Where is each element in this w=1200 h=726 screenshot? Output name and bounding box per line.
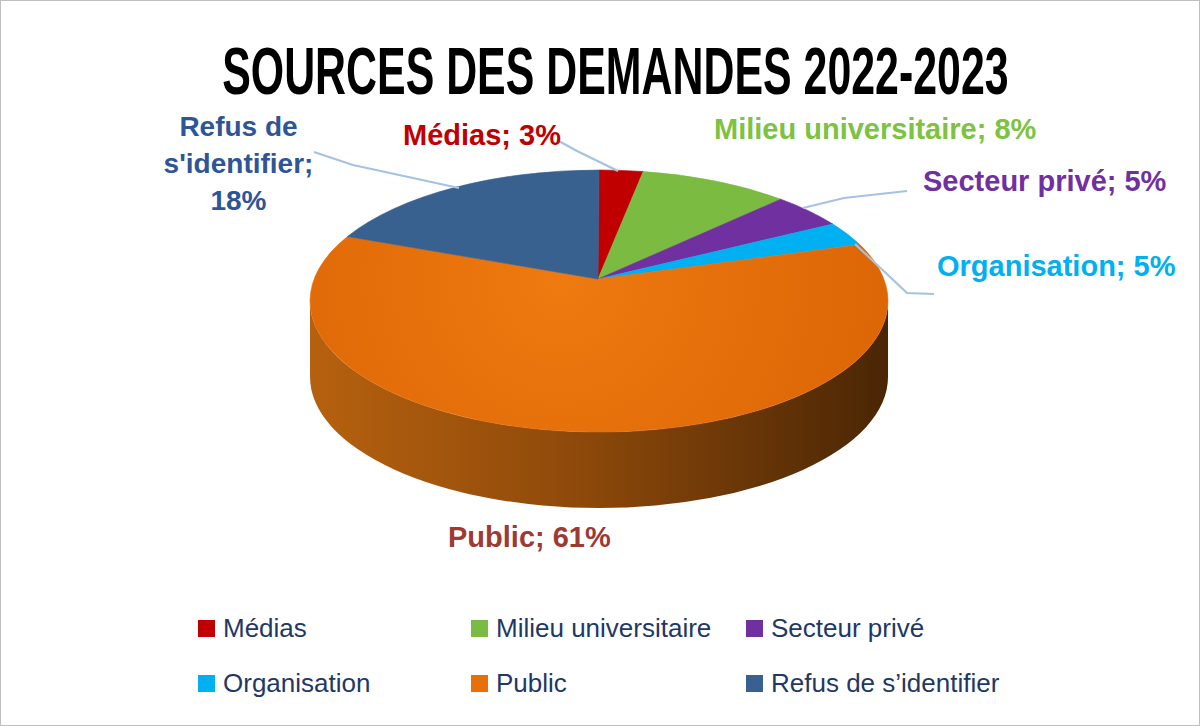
leader-line: [557, 140, 618, 171]
data-label-medias: Médias; 3%: [403, 119, 561, 152]
legend-swatch-secteur: [746, 620, 763, 637]
legend-item-medias: Médias: [198, 613, 307, 644]
legend-item-refus: Refus de s’identifier: [746, 668, 999, 699]
legend-item-public: Public: [471, 668, 567, 699]
legend-swatch-organisation: [198, 675, 215, 692]
legend-item-organisation: Organisation: [198, 668, 370, 699]
data-label-organisation: Organisation; 5%: [937, 250, 1176, 283]
legend-swatch-refus: [746, 675, 763, 692]
leader-line: [314, 152, 459, 188]
legend-item-milieu: Milieu universitaire: [471, 613, 711, 644]
legend-label-organisation: Organisation: [223, 668, 370, 699]
data-label-secteur: Secteur privé; 5%: [923, 165, 1166, 198]
legend-label-milieu: Milieu universitaire: [496, 613, 711, 644]
data-label-milieu: Milieu universitaire; 8%: [714, 113, 1036, 146]
chart-canvas: SOURCES DES DEMANDES 2022-2023 Refus de …: [0, 0, 1200, 726]
data-label-refus: Refus de s'identifier; 18%: [151, 108, 326, 219]
legend-swatch-medias: [198, 620, 215, 637]
legend-label-refus: Refus de s’identifier: [771, 668, 999, 699]
legend-swatch-public: [471, 675, 488, 692]
legend-label-medias: Médias: [223, 613, 307, 644]
legend-label-secteur: Secteur privé: [771, 613, 924, 644]
legend-label-public: Public: [496, 668, 567, 699]
leader-line: [803, 191, 907, 208]
data-label-public: Public; 61%: [448, 521, 611, 554]
legend-swatch-milieu: [471, 620, 488, 637]
legend-item-secteur: Secteur privé: [746, 613, 924, 644]
